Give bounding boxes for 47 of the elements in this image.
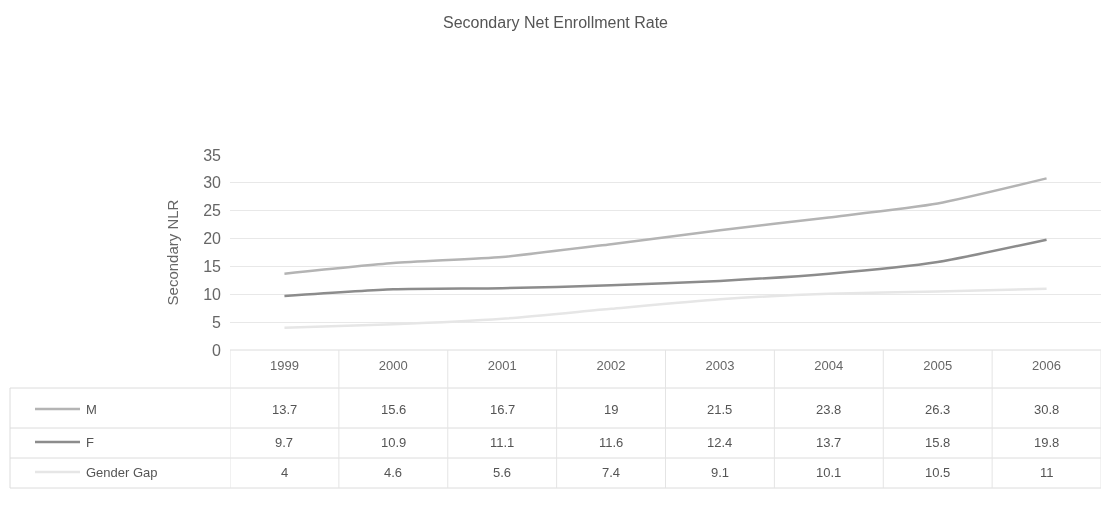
- data-label: 10.9: [381, 435, 407, 450]
- data-label: 12.4: [707, 435, 733, 450]
- data-label: 11.6: [599, 435, 624, 450]
- data-label: 15.6: [381, 402, 407, 417]
- y-tick-label: 15: [203, 258, 222, 276]
- x-tick-label: 2005: [923, 358, 953, 373]
- chart-title: Secondary Net Enrollment Rate: [443, 14, 669, 31]
- y-tick-label: 30: [203, 174, 222, 192]
- data-label: 4.6: [384, 465, 403, 480]
- legend-label: F: [86, 435, 94, 450]
- y-tick-label: 5: [212, 313, 222, 331]
- data-label: 19: [604, 402, 619, 417]
- line-series: [283, 177, 1048, 275]
- x-tick-label: 2006: [1032, 358, 1062, 373]
- data-label: 7.4: [602, 465, 621, 480]
- data-label: 11.1: [490, 435, 515, 450]
- data-label: 16.7: [490, 402, 516, 417]
- x-tick-label: 1999: [269, 358, 299, 373]
- y-tick-label: 35: [203, 146, 222, 164]
- y-tick-label: 10: [203, 285, 222, 303]
- x-tick-label: 2002: [596, 358, 626, 373]
- data-label: 10.1: [816, 465, 842, 480]
- data-label: 13.7: [816, 435, 842, 450]
- data-label: 11: [1040, 465, 1054, 480]
- data-label: 21.5: [707, 402, 733, 417]
- data-label: 9.1: [711, 465, 730, 480]
- data-label: 10.5: [925, 465, 951, 480]
- data-label: 26.3: [925, 402, 951, 417]
- data-label: 9.7: [275, 435, 294, 450]
- data-label: 23.8: [816, 402, 842, 417]
- legend-label: M: [86, 402, 97, 417]
- data-label: 5.6: [493, 465, 512, 480]
- y-axis-title: Secondary NLR: [164, 199, 182, 306]
- x-tick-label: 2004: [814, 358, 844, 373]
- y-tick-label: 25: [203, 202, 222, 220]
- data-label: 4: [281, 465, 289, 480]
- y-tick-label: 0: [212, 341, 222, 359]
- x-tick-label: 2000: [378, 358, 408, 373]
- data-label: 30.8: [1034, 402, 1060, 417]
- y-tick-label: 20: [203, 230, 222, 248]
- data-label: 19.8: [1034, 435, 1060, 450]
- legend-label: Gender Gap: [86, 465, 158, 480]
- data-label: 13.7: [272, 402, 298, 417]
- x-tick-label: 2003: [705, 358, 735, 373]
- x-tick-label: 2001: [487, 358, 517, 373]
- line-series: [283, 238, 1048, 298]
- data-label: 15.8: [925, 435, 951, 450]
